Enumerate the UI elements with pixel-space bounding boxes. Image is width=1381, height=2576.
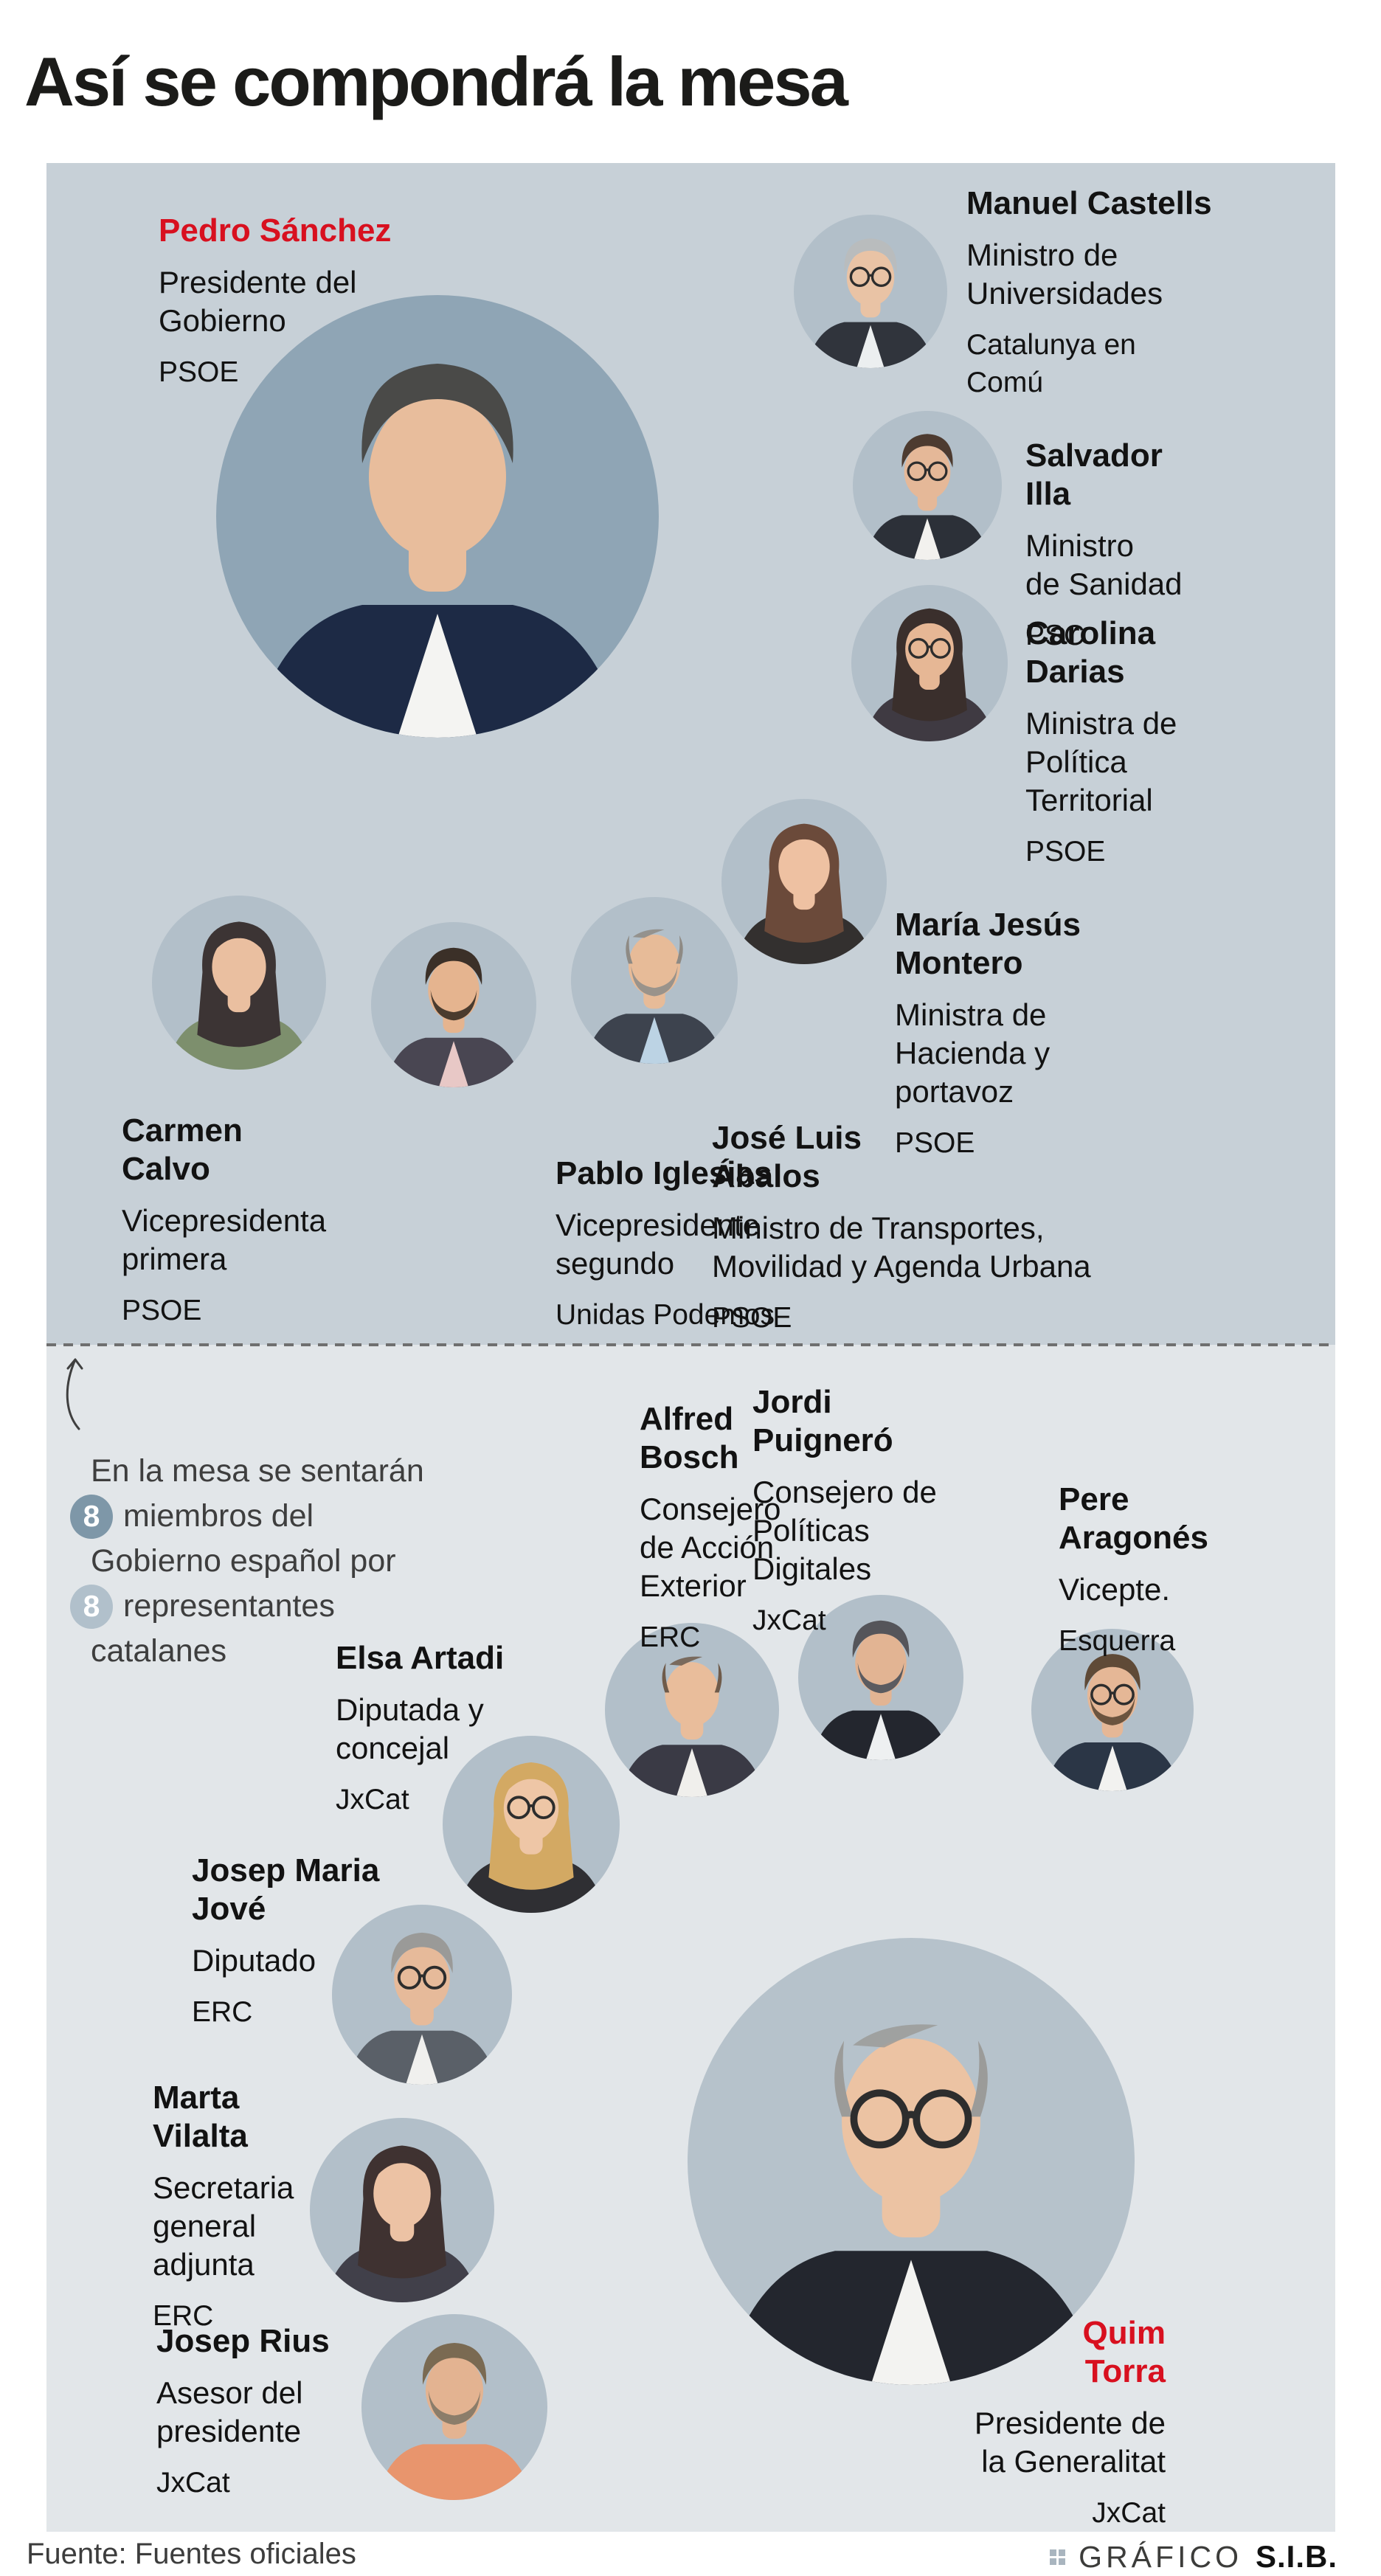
portrait-manuel-castells: [794, 215, 947, 368]
annotation-line: representantes: [123, 1588, 335, 1624]
person-name: Elsa Artadi: [336, 1640, 505, 1676]
person-party: PSOE: [159, 356, 239, 388]
person-name: Josep Maria Jové: [192, 1852, 380, 1927]
label-jordi-puignero: Jordi Puigneró Consejero de Políticas Di…: [752, 1370, 937, 1652]
label-pedro-sanchez: Pedro Sánchez Presidente del Gobierno PS…: [159, 198, 391, 404]
portrait-pere-aragones: [1031, 1629, 1194, 1791]
label-salvador-illa: Salvador Illa Ministro de Sanidad PSC: [1025, 423, 1183, 668]
person-role: Vicepresidente segundo: [555, 1208, 761, 1281]
person-role: Ministro de Sanidad: [1025, 528, 1183, 601]
portrait-salvador-illa: [853, 411, 1002, 560]
portrait-pablo-iglesias: [371, 922, 536, 1087]
person-party: JxCat: [1092, 2497, 1166, 2529]
count-badge-government: 8: [70, 1494, 113, 1539]
portrait-jose-luis-abalos: [571, 897, 738, 1064]
person-party: Esquerra: [1059, 1625, 1176, 1657]
portrait-maria-jesus-montero: [721, 799, 887, 964]
portrait-josep-maria-jove: [332, 1905, 512, 2085]
portrait-elsa-artadi: [443, 1736, 620, 1913]
person-role: Asesor del presidente: [156, 2375, 303, 2448]
source-note: Fuente: Fuentes oficiales: [27, 2538, 356, 2570]
portrait-alfred-bosch: [605, 1623, 779, 1797]
portrait-carmen-calvo: [152, 896, 326, 1070]
label-maria-jesus-montero: María Jesús Montero Ministra de Hacienda…: [895, 893, 1081, 1175]
portrait-marta-vilalta: [310, 2118, 494, 2302]
person-name: Pere Aragonés: [1059, 1481, 1208, 1556]
person-party: JxCat: [156, 2467, 230, 2499]
credit-author: S.I.B.: [1255, 2539, 1337, 2574]
person-name: Josep Rius: [156, 2323, 330, 2359]
person-role: Presidente de la Generalitat: [974, 2406, 1166, 2479]
person-role: Secretaria general adjunta: [153, 2170, 294, 2282]
label-elsa-artadi: Elsa Artadi Diputada y concejal JxCat: [336, 1626, 504, 1832]
label-pere-aragones: Pere Aragonés Vicepte. Esquerra: [1059, 1467, 1208, 1673]
person-party: PSOE: [895, 1127, 975, 1159]
label-pablo-iglesias: Pablo Iglesias Vicepresidente segundo Un…: [555, 1141, 775, 1347]
person-name: Pedro Sánchez: [159, 212, 392, 249]
person-role: Ministra de Política Territorial: [1025, 706, 1177, 817]
person-role: Vicepte.: [1059, 1572, 1170, 1607]
person-name: Jordi Puigneró: [752, 1384, 893, 1458]
label-manuel-castells: Manuel Castells Ministro de Universidade…: [966, 171, 1212, 415]
label-alfred-bosch: Alfred Bosch Consejero de Acción Exterio…: [640, 1387, 781, 1669]
portrait-quim-torra: [688, 1938, 1135, 2385]
label-jose-luis-abalos: José Luis Ábalos Ministro de Transportes…: [712, 1106, 1091, 1350]
portrait-josep-rius: [361, 2314, 547, 2500]
person-role: Vicepresidenta primera: [122, 1203, 327, 1276]
person-role: Consejero de Políticas Digitales: [752, 1475, 937, 1586]
portrait-pedro-sanchez: [216, 295, 659, 738]
person-name: María Jesús Montero: [895, 907, 1081, 981]
person-name: Carmen Calvo: [122, 1112, 243, 1187]
person-role: Diputada y concejal: [336, 1692, 484, 1765]
person-party: JxCat: [336, 1784, 409, 1815]
person-party: Unidas Podemos: [555, 1299, 775, 1331]
credit-line: GRÁFICO S.I.B.: [1050, 2539, 1337, 2575]
person-name: José Luis Ábalos: [712, 1120, 862, 1194]
person-party: PSC: [1025, 620, 1085, 651]
page-title: Así se compondrá la mesa: [24, 43, 848, 120]
squares-icon: [1050, 2549, 1066, 2565]
person-role: Ministro de Universidades: [966, 238, 1163, 311]
person-name: Pablo Iglesias: [555, 1155, 772, 1191]
annotation-line: catalanes: [91, 1633, 227, 1669]
person-party: PSOE: [1025, 836, 1106, 868]
person-party: ERC: [640, 1621, 701, 1653]
label-josep-rius: Josep Rius Asesor del presidente JxCat: [156, 2309, 330, 2515]
seats-annotation: En la mesa se sentarán 8 miembros del Go…: [70, 1449, 424, 1674]
label-josep-maria-jove: Josep Maria Jové Diputado ERC: [192, 1838, 379, 2044]
label-carmen-calvo: Carmen Calvo Vicepresidenta primera PSOE: [122, 1098, 326, 1343]
person-name: Marta Vilalta: [153, 2080, 248, 2154]
person-name: Alfred Bosch: [640, 1401, 739, 1475]
person-name: Quim Torra: [1082, 2315, 1166, 2389]
person-role: Presidente del Gobierno: [159, 265, 357, 338]
portrait-carolina-darias: [851, 585, 1008, 741]
person-role: Consejero de Acción Exterior: [640, 1492, 781, 1603]
catalan-representatives-panel: [46, 1345, 1335, 2532]
label-carolina-darias: Carolina Darias Ministra de Política Ter…: [1025, 601, 1177, 884]
curved-arrow-icon: [66, 1358, 83, 1430]
person-role: Diputado: [192, 1943, 316, 1978]
spanish-government-panel: [46, 163, 1335, 1345]
person-name: Carolina Darias: [1025, 615, 1156, 690]
label-marta-vilalta: Marta Vilalta Secretaria general adjunta…: [153, 2066, 294, 2348]
person-party: PSOE: [122, 1295, 202, 1326]
annotation-line: miembros del: [123, 1498, 314, 1534]
credit-word: GRÁFICO: [1079, 2539, 1242, 2574]
annotation-line: En la mesa se sentarán: [91, 1453, 424, 1489]
annotation-line: Gobierno español por: [91, 1543, 396, 1579]
person-party: ERC: [153, 2300, 214, 2332]
person-party: ERC: [192, 1996, 253, 2028]
label-quim-torra: Quim Torra Presidente de la Generalitat …: [911, 2301, 1166, 2545]
person-role: Ministra de Hacienda y portavoz: [895, 997, 1051, 1109]
person-party: PSOE: [712, 1302, 792, 1334]
person-party: Catalunya en Comú: [966, 329, 1136, 398]
portrait-jordi-puignero: [798, 1595, 963, 1760]
count-badge-catalans: 8: [70, 1584, 113, 1629]
person-role: Ministro de Transportes, Movilidad y Age…: [712, 1211, 1091, 1284]
person-name: Salvador Illa: [1025, 437, 1163, 512]
person-party: JxCat: [752, 1604, 826, 1636]
dashed-divider: [46, 1343, 1335, 1346]
person-name: Manuel Castells: [966, 185, 1212, 221]
